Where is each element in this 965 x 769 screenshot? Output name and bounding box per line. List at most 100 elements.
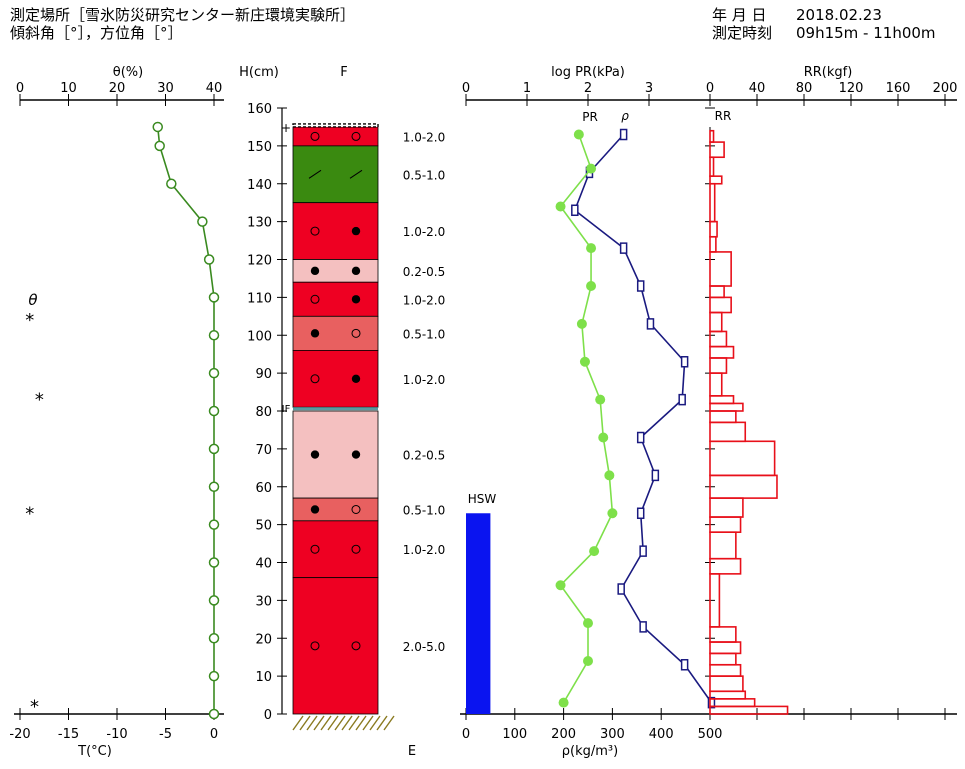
pr-tick-label: 3	[645, 81, 653, 96]
slope-azimuth-label: 傾斜角［°］，方位角［°］	[10, 24, 183, 42]
ground-hatch	[292, 715, 304, 731]
pr-point	[595, 394, 606, 405]
temp-tick-label: -20	[9, 727, 30, 742]
height-tick-label: 20	[255, 632, 272, 647]
time-value: 09h15m - 11h00m	[796, 24, 936, 42]
ram-resistance-bar	[709, 296, 732, 314]
pr-point	[586, 163, 597, 174]
snow-layer	[292, 520, 379, 579]
grain-size-label: 0.5-1.0	[403, 327, 446, 341]
stratigraphy-bottom-label: E	[408, 744, 416, 759]
ground-hatch	[369, 715, 381, 731]
height-tick-label: 70	[255, 443, 272, 458]
ram-resistance-bar	[709, 129, 715, 143]
ram-resistance-bar	[709, 531, 737, 560]
ice-layer-marker	[293, 407, 378, 411]
theta-tick-label: 30	[157, 81, 174, 96]
grain-shape-faceted-icon	[351, 266, 361, 276]
ram-resistance-bar	[709, 357, 728, 374]
temperature-point	[152, 121, 163, 133]
pr-point	[579, 356, 590, 367]
grain-size-label: 0.2-0.5	[403, 265, 446, 279]
density-point	[707, 696, 716, 709]
ground-hatch	[320, 715, 332, 731]
pr-point	[586, 243, 597, 254]
theta-tick-label: 20	[109, 81, 126, 96]
grain-shape-rounded-icon	[310, 544, 320, 554]
height-marker-top: +	[281, 121, 291, 135]
density-point	[651, 469, 660, 482]
ram-resistance-bar	[709, 395, 735, 405]
ram-resistance-bar	[709, 402, 744, 412]
rho-tick-label: 0	[462, 727, 470, 742]
ram-resistance-bar	[709, 440, 776, 477]
ram-resistance-bar	[709, 652, 737, 666]
ground-hatch	[355, 715, 367, 731]
date-label: 年 月 日	[712, 6, 767, 24]
density-series-label: ρ	[621, 109, 629, 123]
grain-shape-rounded-icon	[310, 226, 320, 236]
ram-tick-label: 200	[933, 81, 958, 96]
theta-point: *	[25, 310, 34, 331]
ram-resistance-bar	[709, 474, 778, 499]
ground-hatch	[383, 715, 395, 731]
grain-size-label: 1.0-2.0	[403, 130, 446, 144]
grain-shape-faceted-icon	[351, 226, 361, 236]
rho-tick-label: 200	[551, 727, 576, 742]
ram-tick-label: 0	[706, 81, 714, 96]
height-tick-label: 80	[255, 405, 272, 420]
ram-tick-label: 80	[796, 81, 813, 96]
temperature-point	[208, 330, 220, 341]
grain-size-label: 1.0-2.0	[403, 293, 446, 307]
ram-resistance-bar	[709, 641, 742, 655]
theta-tick-label: 10	[60, 81, 77, 96]
snow-layer	[292, 497, 379, 522]
density-point	[636, 431, 645, 444]
ram-resistance-bar	[709, 690, 747, 700]
temp-axis-title: T(°C)	[77, 744, 112, 759]
density-point	[680, 356, 689, 368]
rho-tick-label: 300	[600, 727, 625, 742]
pr-profile-line	[559, 134, 614, 704]
theta-legend-symbol: θ	[28, 291, 37, 309]
pr-point	[558, 697, 569, 708]
ground-hatch	[299, 715, 311, 731]
height-tick-label: 120	[247, 254, 272, 269]
grain-shape-rounded-icon	[310, 131, 320, 141]
hsw-label: HSW	[468, 492, 497, 506]
pr-point	[589, 546, 600, 557]
ram-resistance-bar	[709, 663, 742, 677]
height-tick-label: 50	[255, 519, 272, 534]
rho-tick-label: 500	[698, 727, 723, 742]
height-tick-label: 100	[247, 329, 272, 344]
grain-shape-rounded-icon	[310, 374, 320, 384]
height-tick-label: 10	[255, 670, 272, 685]
height-marker-if: IF	[282, 404, 291, 415]
density-point	[646, 318, 655, 330]
density-point	[571, 204, 579, 217]
snow-layer	[292, 410, 379, 499]
grain-shape-rounded-icon	[351, 504, 361, 514]
ram-resistance-bar	[709, 698, 756, 708]
temperature-profile-line	[156, 126, 215, 714]
grain-size-label: 1.0-2.0	[403, 373, 446, 387]
ram-resistance-bar	[709, 311, 723, 333]
pr-tick-label: 1	[523, 81, 531, 96]
pr-axis-title: log PR(kPa)	[551, 65, 625, 80]
pr-point	[604, 470, 615, 481]
temperature-point	[208, 405, 220, 417]
grain-shape-rounded-icon	[351, 328, 361, 338]
grain-size-label: 0.5-1.0	[403, 168, 446, 182]
snow-layer	[292, 349, 379, 408]
ram-resistance-bar	[709, 497, 744, 518]
height-tick-label: 160	[247, 102, 272, 117]
ground-hatch	[362, 715, 374, 731]
ram-resistance-bar	[709, 626, 737, 643]
temperature-point	[208, 595, 220, 606]
ram-resistance-bar	[709, 251, 732, 287]
temperature-point	[208, 670, 220, 682]
ram-tick-label: 160	[886, 81, 911, 96]
theta-tick-label: 40	[206, 81, 223, 96]
ram-resistance-bar	[709, 557, 742, 575]
snow-layer	[292, 577, 379, 715]
